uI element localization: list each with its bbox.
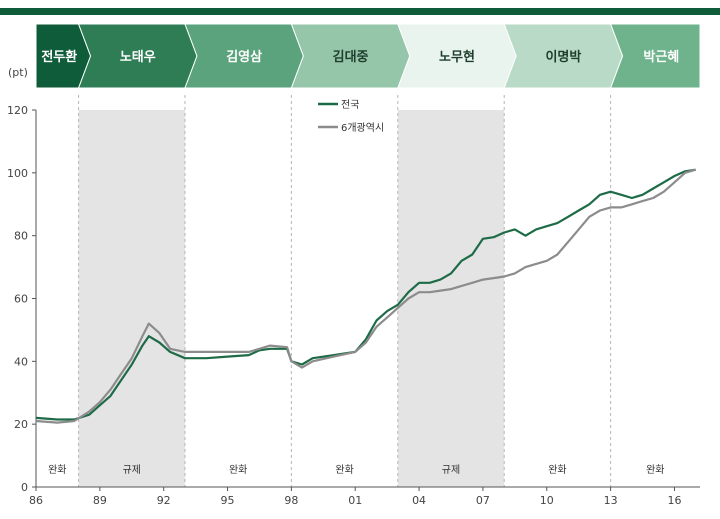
- x-tick-label: 07: [476, 494, 490, 507]
- policy-label: 완화: [229, 464, 247, 476]
- legend-label: 6개광역시: [341, 122, 384, 134]
- x-tick-label: 04: [412, 494, 426, 507]
- era-label: 노무현: [439, 49, 475, 65]
- x-tick-label: 10: [540, 494, 554, 507]
- y-axis-unit: (pt): [8, 66, 28, 79]
- regulation-shading: [78, 110, 185, 487]
- x-tick-label: 89: [93, 494, 107, 507]
- series-line-1: [35, 168, 696, 421]
- era-segment-4: 김대중: [290, 23, 411, 89]
- era-label: 박근혜: [643, 49, 679, 65]
- y-tick-label: 80: [14, 230, 28, 243]
- era-segment-7: 박근혜: [609, 23, 701, 89]
- y-tick-label: 60: [14, 293, 28, 306]
- policy-label: 완화: [48, 464, 66, 476]
- top-rule: [0, 8, 720, 15]
- era-segment-2: 노태우: [77, 23, 198, 89]
- legend-label: 전국: [341, 99, 359, 111]
- era-label: 노태우: [120, 50, 156, 65]
- era-segment-5: 노무현: [397, 23, 517, 89]
- x-tick-label: 98: [284, 494, 298, 507]
- policy-label: 완화: [646, 464, 664, 476]
- series-line-2: [35, 168, 697, 424]
- x-tick-label: 95: [221, 494, 235, 507]
- policy-label: 규제: [123, 464, 141, 476]
- x-tick-label: 01: [348, 494, 362, 507]
- era-label: 이명박: [545, 49, 581, 65]
- era-label: 김영삼: [226, 49, 262, 65]
- y-tick-label: 120: [7, 104, 28, 117]
- regulation-shading: [397, 110, 505, 487]
- y-tick-label: 0: [21, 481, 28, 494]
- era-arrow: [609, 23, 701, 89]
- y-tick-label: 40: [14, 355, 28, 368]
- era-label: 김대중: [333, 50, 369, 65]
- x-tick-label: 16: [667, 494, 681, 507]
- era-segment-6: 이명박: [503, 23, 624, 89]
- policy-label: 완화: [548, 464, 566, 476]
- x-tick-label: 92: [157, 494, 171, 507]
- x-tick-label: 86: [29, 494, 43, 507]
- era-label: 전두환: [41, 49, 77, 65]
- y-tick-label: 20: [14, 418, 28, 431]
- policy-label: 규제: [442, 464, 460, 476]
- x-tick-label: 13: [604, 494, 618, 507]
- y-tick-label: 100: [7, 167, 28, 180]
- policy-label: 완화: [335, 464, 353, 476]
- era-segment-3: 김영삼: [184, 23, 304, 89]
